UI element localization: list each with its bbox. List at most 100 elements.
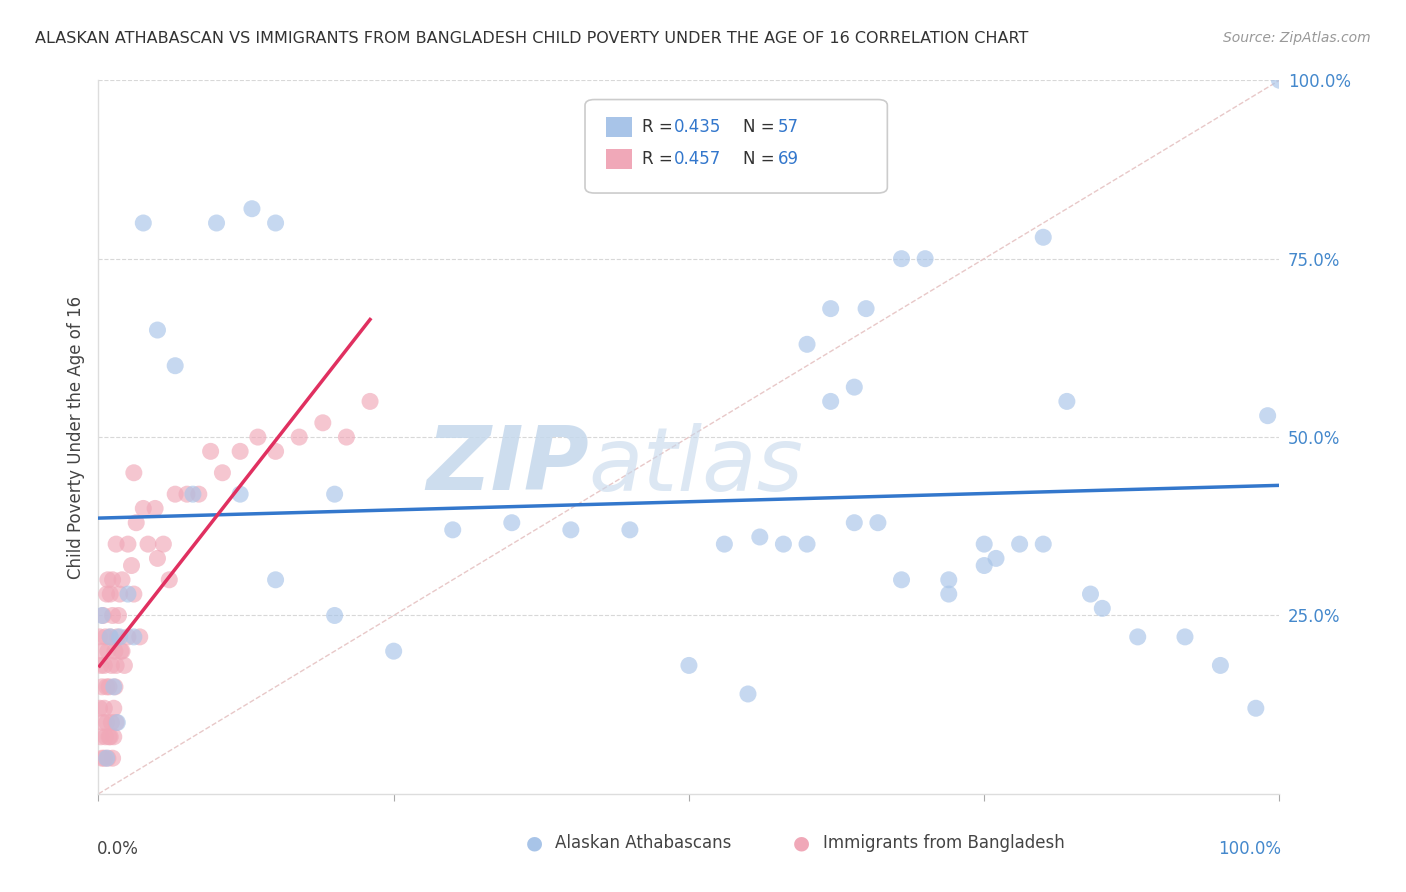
Point bbox=[152, 537, 174, 551]
Point bbox=[240, 202, 263, 216]
Point bbox=[108, 630, 131, 644]
Point bbox=[264, 573, 287, 587]
Point bbox=[104, 644, 127, 658]
Bar bbox=[606, 117, 633, 136]
Point bbox=[359, 394, 381, 409]
Point bbox=[103, 701, 125, 715]
Point bbox=[91, 608, 114, 623]
Point bbox=[820, 301, 842, 316]
Point bbox=[1257, 409, 1279, 423]
Text: ALASKAN ATHABASCAN VS IMMIGRANTS FROM BANGLADESH CHILD POVERTY UNDER THE AGE OF : ALASKAN ATHABASCAN VS IMMIGRANTS FROM BA… bbox=[35, 31, 1029, 46]
Point bbox=[560, 523, 582, 537]
Point bbox=[103, 680, 125, 694]
Point bbox=[984, 551, 1007, 566]
Point bbox=[288, 430, 311, 444]
Point bbox=[1209, 658, 1232, 673]
Text: ZIP: ZIP bbox=[426, 422, 589, 509]
Point bbox=[176, 487, 198, 501]
Point bbox=[90, 658, 112, 673]
Point bbox=[796, 537, 818, 551]
Point bbox=[97, 573, 120, 587]
Point bbox=[117, 587, 139, 601]
Point bbox=[108, 587, 131, 601]
Point bbox=[110, 644, 132, 658]
Text: Source: ZipAtlas.com: Source: ZipAtlas.com bbox=[1223, 31, 1371, 45]
Point bbox=[94, 630, 117, 644]
Point bbox=[772, 537, 794, 551]
Point bbox=[96, 751, 118, 765]
Point bbox=[619, 523, 641, 537]
Point bbox=[146, 323, 169, 337]
Text: 69: 69 bbox=[778, 150, 799, 168]
Point bbox=[96, 715, 118, 730]
Point bbox=[323, 608, 346, 623]
Point bbox=[98, 587, 121, 601]
Point bbox=[205, 216, 228, 230]
Point bbox=[98, 730, 121, 744]
Text: 100.0%: 100.0% bbox=[1218, 840, 1281, 858]
Point bbox=[91, 751, 114, 765]
Text: atlas: atlas bbox=[589, 423, 803, 508]
Point bbox=[1032, 230, 1054, 244]
Point bbox=[938, 587, 960, 601]
Point bbox=[1126, 630, 1149, 644]
Point bbox=[121, 558, 143, 573]
Point bbox=[890, 573, 912, 587]
Point bbox=[89, 701, 111, 715]
Point bbox=[211, 466, 233, 480]
Text: 0.0%: 0.0% bbox=[97, 840, 139, 858]
Text: Immigrants from Bangladesh: Immigrants from Bangladesh bbox=[823, 834, 1064, 852]
Point bbox=[1174, 630, 1197, 644]
Point bbox=[866, 516, 889, 530]
Text: R =: R = bbox=[641, 118, 678, 136]
Point bbox=[94, 730, 117, 744]
Point bbox=[107, 608, 129, 623]
Point bbox=[264, 444, 287, 458]
Point bbox=[128, 630, 150, 644]
Point bbox=[101, 608, 124, 623]
Point bbox=[98, 630, 121, 644]
Point bbox=[105, 658, 128, 673]
Point bbox=[200, 444, 222, 458]
Point bbox=[122, 587, 145, 601]
Point bbox=[93, 701, 115, 715]
Point bbox=[844, 380, 866, 394]
Point bbox=[125, 516, 148, 530]
Point bbox=[136, 537, 159, 551]
Text: ●: ● bbox=[793, 833, 810, 853]
Point bbox=[132, 501, 155, 516]
Point bbox=[98, 680, 121, 694]
Text: 57: 57 bbox=[778, 118, 799, 136]
Point bbox=[103, 730, 125, 744]
Point bbox=[91, 608, 114, 623]
Point bbox=[1080, 587, 1102, 601]
Point bbox=[105, 630, 128, 644]
Point bbox=[264, 216, 287, 230]
Point bbox=[100, 715, 122, 730]
Point bbox=[165, 359, 187, 373]
Point bbox=[105, 715, 128, 730]
Point bbox=[382, 644, 405, 658]
Point bbox=[246, 430, 269, 444]
Point bbox=[323, 487, 346, 501]
Point bbox=[1056, 394, 1078, 409]
Point bbox=[98, 630, 121, 644]
Point bbox=[122, 466, 145, 480]
FancyBboxPatch shape bbox=[585, 100, 887, 193]
Point bbox=[938, 573, 960, 587]
Point bbox=[441, 523, 464, 537]
Text: R =: R = bbox=[641, 150, 678, 168]
Point bbox=[105, 537, 128, 551]
Point bbox=[101, 573, 124, 587]
Point bbox=[97, 751, 120, 765]
Point bbox=[146, 551, 169, 566]
Point bbox=[973, 558, 995, 573]
Point bbox=[117, 630, 139, 644]
Point bbox=[101, 751, 124, 765]
Text: N =: N = bbox=[744, 150, 780, 168]
Point bbox=[748, 530, 770, 544]
Point bbox=[93, 658, 115, 673]
Point bbox=[1268, 73, 1291, 87]
Point bbox=[796, 337, 818, 351]
Point bbox=[1091, 601, 1114, 615]
